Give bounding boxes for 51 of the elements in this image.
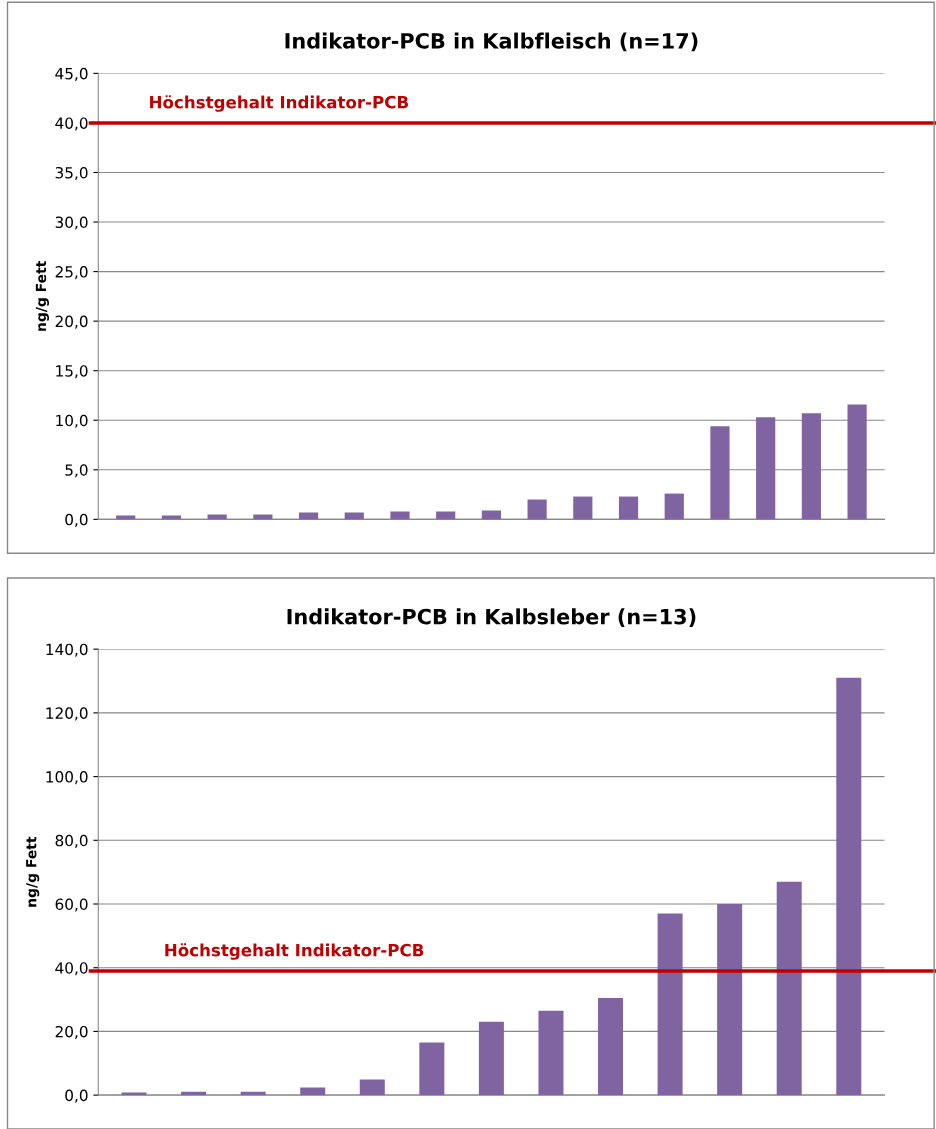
bar bbox=[344, 512, 364, 520]
bar bbox=[836, 677, 862, 1096]
y-tick-label: 10,0 bbox=[56, 414, 88, 428]
y-tick-label: 30,0 bbox=[55, 216, 88, 230]
chart-title: Indikator-PCB in Kalbfleisch (n=17) bbox=[285, 32, 698, 52]
y-tick-label: 40,0 bbox=[55, 962, 88, 976]
bar bbox=[657, 913, 683, 1096]
bar bbox=[161, 515, 182, 520]
bar bbox=[481, 510, 501, 520]
y-axis-title: ng/g Fett bbox=[35, 261, 49, 331]
y-tick-label: 45,0 bbox=[55, 67, 88, 81]
bar bbox=[710, 426, 730, 520]
bar bbox=[390, 511, 410, 520]
y-tick-label: 120,0 bbox=[46, 707, 88, 721]
bar bbox=[664, 493, 684, 520]
bar bbox=[207, 514, 227, 520]
y-tick-label: 5,0 bbox=[65, 464, 88, 478]
bar bbox=[300, 1087, 326, 1096]
y-tick-label: 140,0 bbox=[46, 643, 88, 657]
bar bbox=[776, 881, 802, 1096]
bar bbox=[847, 404, 867, 520]
y-tick-label: 25,0 bbox=[55, 266, 88, 280]
y-tick-label: 0,0 bbox=[65, 513, 88, 527]
y-tick-label: 20,0 bbox=[55, 315, 88, 329]
y-tick-label: 80,0 bbox=[55, 834, 88, 848]
ref-line-label: Höchstgehalt Indikator-PCB bbox=[150, 95, 408, 112]
y-tick-label: 60,0 bbox=[55, 898, 88, 912]
bar bbox=[298, 512, 319, 520]
bar bbox=[618, 496, 639, 520]
bar bbox=[801, 413, 821, 520]
bar bbox=[538, 1010, 564, 1096]
y-tick-label: 35,0 bbox=[55, 166, 88, 181]
bar bbox=[756, 417, 776, 520]
y-tick-label: 20,0 bbox=[55, 1025, 88, 1039]
ref-line-label: Höchstgehalt Indikator-PCB bbox=[165, 943, 424, 960]
y-tick-label: 15,0 bbox=[56, 365, 88, 379]
bar bbox=[436, 511, 456, 520]
bar bbox=[598, 997, 624, 1096]
bar bbox=[717, 904, 743, 1096]
y-axis-title: ng/g Fett bbox=[26, 836, 40, 907]
bar bbox=[359, 1079, 385, 1096]
bar bbox=[478, 1021, 504, 1096]
y-tick-label: 100,0 bbox=[46, 771, 88, 785]
y-tick-label: 40,0 bbox=[55, 117, 88, 131]
bar bbox=[527, 499, 547, 520]
chart-title: Indikator-PCB in Kalbsleber (n=13) bbox=[287, 608, 696, 627]
y-tick-label: 0,0 bbox=[65, 1089, 88, 1103]
bar bbox=[419, 1042, 445, 1096]
bar bbox=[116, 515, 136, 520]
bar bbox=[573, 496, 593, 520]
bar bbox=[253, 514, 273, 520]
